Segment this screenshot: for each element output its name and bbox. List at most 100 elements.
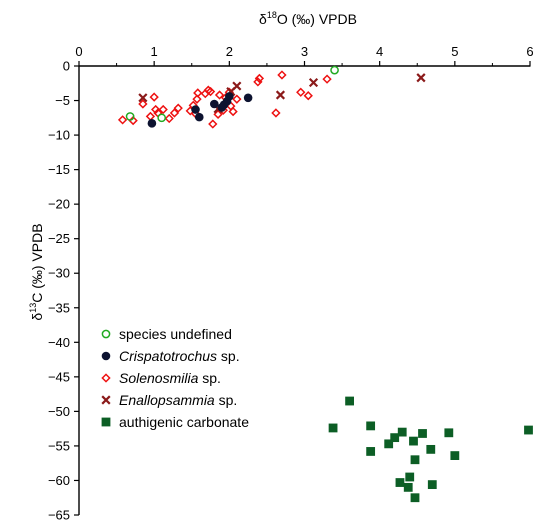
series-open-diamond: [117, 70, 332, 129]
legend-entry-taxon: Enallopsammia: [119, 392, 215, 408]
data-point: [149, 92, 159, 102]
data-point: [145, 111, 156, 122]
x-tick-label: 4: [376, 44, 383, 59]
y-tick-label: −60: [48, 473, 70, 488]
y-tick-label: −55: [48, 438, 70, 453]
data-point: [214, 90, 225, 100]
data-point: [330, 65, 339, 75]
data-point: [194, 112, 204, 122]
data-point: [426, 444, 436, 454]
data-point: [158, 104, 168, 115]
y-tick-label: −25: [48, 231, 70, 246]
data-point: [169, 108, 180, 118]
y-tick-label: −10: [48, 128, 70, 143]
legend-entry-label: species undefined: [119, 326, 232, 342]
series-cross: [138, 73, 426, 114]
data-points: [117, 65, 533, 503]
data-point: [157, 113, 167, 123]
data-point: [444, 428, 454, 438]
data-point: [450, 451, 460, 460]
y-tick-label: −15: [48, 162, 70, 177]
data-point: [117, 115, 128, 125]
x-axis-ticks: 0 1 2 3 4 5 6: [75, 44, 534, 66]
data-point: [138, 99, 148, 109]
series-filled-circle: [147, 92, 253, 128]
data-point: [390, 433, 400, 443]
legend-marker: [101, 329, 111, 339]
data-point: [225, 92, 234, 101]
legend-entry-text: sp.: [215, 392, 238, 408]
data-point: [193, 88, 203, 98]
data-point: [254, 73, 265, 84]
y-axis-title: δ13C (‰) VPDB: [28, 223, 45, 320]
data-point: [366, 447, 376, 456]
legend-entry-label: Crispatotrochus sp.: [119, 348, 240, 364]
data-point: [191, 105, 200, 114]
data-point: [147, 119, 157, 128]
legend-entry-text: sp.: [217, 348, 240, 364]
data-point: [271, 108, 281, 118]
data-point: [427, 480, 437, 490]
y-tick-label: −45: [48, 369, 70, 384]
data-point: [173, 103, 183, 113]
data-point: [328, 423, 338, 433]
data-point: [296, 87, 306, 97]
data-point: [410, 493, 420, 503]
data-point: [138, 93, 148, 103]
data-point: [228, 106, 238, 117]
plot-frame: [78, 65, 531, 515]
data-point: [303, 91, 313, 101]
y-tick-label: −30: [48, 266, 70, 281]
x-axis-title: δ18O (‰) VPDB: [259, 10, 357, 27]
legend-marker: [101, 395, 111, 405]
data-point: [366, 421, 376, 431]
data-point: [524, 425, 533, 435]
legend-entry-taxon: Solenosmilia: [119, 370, 199, 386]
data-point: [416, 73, 426, 83]
y-tick-label: −50: [48, 404, 70, 419]
legend-entry-label: authigenic carbonate: [119, 414, 249, 430]
x-tick-label: 1: [151, 44, 158, 59]
legend-entry-text: sp.: [198, 370, 221, 386]
y-tick-label: −20: [48, 197, 70, 212]
data-point: [384, 439, 394, 449]
series-filled-square: [328, 396, 533, 503]
legend-entry-text: authigenic carbonate: [119, 414, 249, 430]
data-point: [208, 119, 218, 129]
data-point: [205, 86, 216, 97]
data-point: [322, 74, 332, 84]
x-tick-label: 5: [451, 44, 458, 59]
data-point: [164, 113, 174, 124]
data-point: [213, 109, 223, 120]
x-tick-label: 2: [226, 44, 233, 59]
y-axis-ticks: 0 −5 −10 −15 −20 −25 −30 −35 −40 −45 −50 −55 −60 −65: [48, 59, 79, 523]
data-point: [210, 99, 219, 109]
y-tick-label: −35: [48, 300, 70, 315]
data-point: [405, 472, 415, 482]
x-tick-label: 6: [526, 44, 533, 59]
legend-marker: [101, 417, 111, 427]
data-point: [397, 427, 407, 437]
data-point: [418, 429, 427, 438]
data-point: [243, 93, 253, 103]
legend-entry-label: Solenosmilia sp.: [119, 370, 221, 386]
y-tick-label: −40: [48, 335, 70, 350]
data-point: [125, 112, 135, 121]
legend-marker: [101, 373, 111, 383]
data-point: [232, 81, 242, 91]
legend-marker: [101, 351, 111, 361]
legend-entry-taxon: Crispatotrochus: [119, 348, 217, 364]
data-point: [308, 78, 319, 88]
y-tick-label: −5: [55, 93, 70, 108]
data-point: [395, 478, 405, 487]
legend-entry-label: Enallopsammia sp.: [119, 392, 237, 408]
y-tick-label: −65: [48, 508, 70, 523]
x-tick-label: 0: [75, 44, 82, 59]
data-point: [409, 436, 418, 446]
x-tick-label: 3: [301, 44, 308, 59]
series-open-circle: [125, 65, 339, 123]
data-point: [410, 455, 420, 465]
data-point: [275, 90, 286, 100]
